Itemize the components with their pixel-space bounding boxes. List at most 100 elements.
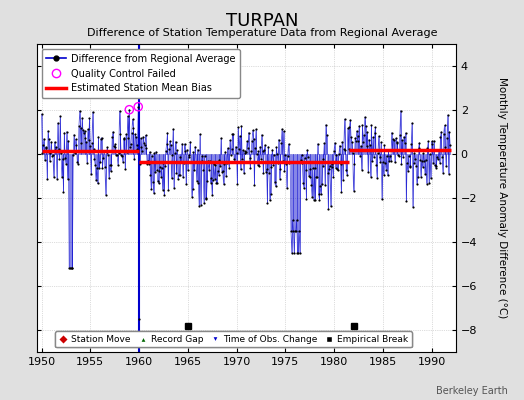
Point bbox=[353, 138, 362, 144]
Point bbox=[106, 168, 115, 174]
Point bbox=[264, 143, 272, 150]
Point bbox=[100, 148, 108, 154]
Point bbox=[94, 134, 103, 140]
Point bbox=[250, 182, 259, 188]
Point bbox=[248, 138, 256, 144]
Point bbox=[223, 145, 232, 151]
Point bbox=[162, 140, 171, 147]
Point bbox=[397, 108, 405, 114]
Point bbox=[362, 143, 370, 150]
Point bbox=[359, 139, 367, 145]
Point bbox=[323, 170, 332, 176]
Point bbox=[184, 152, 193, 159]
Point bbox=[239, 170, 248, 176]
Point bbox=[168, 152, 177, 158]
Point bbox=[253, 151, 261, 158]
Point bbox=[149, 190, 158, 196]
Point bbox=[260, 147, 268, 153]
Point bbox=[238, 156, 246, 162]
Point bbox=[299, 180, 308, 186]
Point bbox=[312, 174, 320, 180]
Point bbox=[132, 134, 140, 140]
Point bbox=[212, 180, 221, 186]
Point bbox=[143, 161, 151, 168]
Point bbox=[321, 182, 329, 188]
Point bbox=[102, 149, 111, 155]
Point bbox=[257, 156, 265, 162]
Point bbox=[195, 203, 203, 209]
Point bbox=[266, 197, 274, 203]
Point bbox=[158, 187, 167, 193]
Point bbox=[217, 168, 226, 175]
Point bbox=[367, 122, 376, 128]
Point bbox=[335, 151, 343, 158]
Point bbox=[241, 148, 249, 154]
Point bbox=[425, 151, 434, 157]
Point bbox=[268, 146, 277, 153]
Point bbox=[296, 250, 304, 256]
Point bbox=[216, 163, 224, 170]
Point bbox=[194, 180, 203, 187]
Point bbox=[270, 179, 279, 186]
Point bbox=[136, 161, 144, 167]
Point bbox=[51, 146, 60, 153]
Point bbox=[158, 164, 166, 171]
Point bbox=[270, 152, 278, 158]
Point bbox=[38, 150, 47, 156]
Point bbox=[107, 162, 116, 168]
Point bbox=[352, 138, 360, 144]
Point bbox=[297, 152, 305, 158]
Point bbox=[88, 140, 96, 146]
Point bbox=[232, 143, 240, 150]
Point bbox=[440, 122, 449, 129]
Point bbox=[140, 139, 148, 146]
Point bbox=[374, 150, 382, 156]
Point bbox=[303, 147, 311, 153]
Point bbox=[305, 174, 314, 180]
Point bbox=[124, 113, 132, 119]
Point bbox=[52, 144, 60, 150]
Point bbox=[366, 142, 374, 148]
Point bbox=[196, 131, 204, 137]
Point bbox=[222, 172, 230, 179]
Point bbox=[215, 157, 224, 163]
Point bbox=[90, 146, 98, 152]
Point bbox=[282, 160, 290, 167]
Point bbox=[118, 158, 127, 165]
Point bbox=[261, 168, 270, 175]
Point bbox=[102, 192, 110, 198]
Point bbox=[409, 204, 417, 210]
Point bbox=[37, 111, 46, 117]
Point bbox=[207, 175, 215, 181]
Point bbox=[279, 128, 288, 134]
Point bbox=[42, 144, 51, 151]
Point bbox=[56, 113, 64, 119]
Point bbox=[60, 130, 69, 136]
Point bbox=[340, 146, 348, 152]
Point bbox=[309, 165, 317, 172]
Point bbox=[344, 125, 352, 131]
Point bbox=[152, 167, 161, 173]
Point bbox=[155, 168, 163, 174]
Point bbox=[420, 158, 429, 164]
Point bbox=[370, 130, 379, 136]
Point bbox=[290, 250, 298, 256]
Point bbox=[96, 135, 105, 142]
Point bbox=[399, 153, 407, 160]
Point bbox=[148, 153, 156, 159]
Point bbox=[388, 147, 397, 154]
Point bbox=[145, 161, 153, 167]
Point bbox=[368, 158, 376, 165]
Point bbox=[172, 170, 181, 176]
Point bbox=[285, 160, 293, 166]
Point bbox=[226, 137, 234, 144]
Point bbox=[149, 178, 157, 185]
Point bbox=[133, 146, 141, 152]
Point bbox=[273, 151, 281, 157]
Point bbox=[178, 140, 187, 147]
Point bbox=[229, 130, 237, 137]
Point bbox=[74, 161, 82, 167]
Point bbox=[183, 167, 192, 174]
Point bbox=[57, 149, 66, 156]
Point bbox=[381, 160, 389, 166]
